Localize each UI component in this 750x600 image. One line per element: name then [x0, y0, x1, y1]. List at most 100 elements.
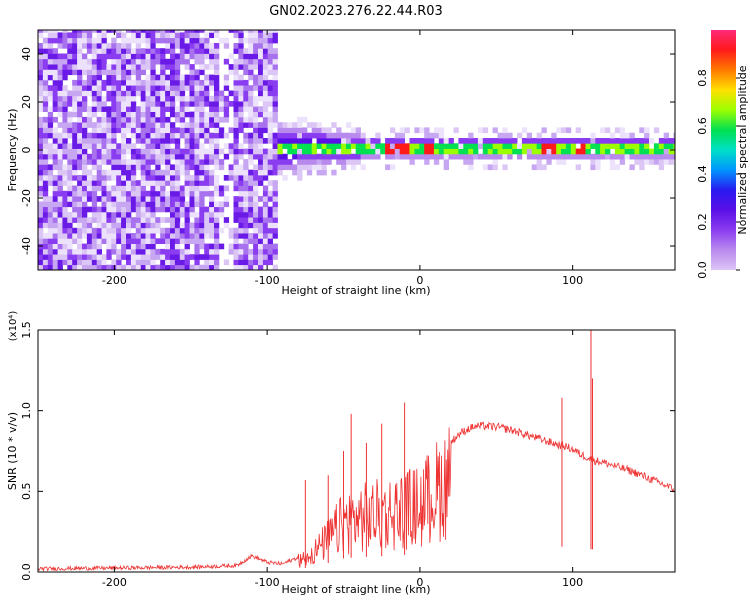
heatmap-cell [126, 201, 132, 208]
heatmap-cell [150, 74, 156, 81]
heatmap-cell [145, 153, 151, 160]
heatmap-cell [145, 48, 151, 54]
heatmap-cell [282, 132, 288, 139]
heatmap-cell [531, 164, 537, 171]
heatmap-cell [170, 122, 176, 128]
heatmap-cell [243, 30, 249, 33]
heatmap-cell [272, 95, 278, 102]
heatmap-cell [62, 143, 68, 149]
heatmap-cell [497, 143, 503, 149]
heatmap-cell [42, 222, 49, 229]
heatmap-cell [595, 153, 601, 160]
heatmap-cell [160, 53, 166, 60]
heatmap-cell [326, 153, 332, 160]
heatmap-cell [390, 127, 396, 134]
heatmap-cell [140, 90, 146, 97]
heatmap-cell [243, 148, 249, 155]
heatmap-cell [233, 111, 239, 118]
heatmap-cell [331, 122, 337, 128]
heatmap-cell [135, 164, 142, 171]
heatmap-cell [47, 143, 54, 149]
heatmap-cell [243, 248, 249, 255]
heatmap-cell [170, 243, 176, 250]
heatmap-cell [287, 159, 293, 165]
heatmap-cell [126, 169, 132, 176]
heatmap-cell [218, 116, 225, 123]
heatmap-cell [160, 201, 166, 208]
spectrogram-y-label: Frequency (Hz) [6, 109, 19, 192]
heatmap-cell [209, 79, 215, 86]
heatmap-cell [52, 32, 58, 39]
heatmap-cell [575, 138, 581, 144]
heatmap-cell [126, 30, 132, 33]
heatmap-cell [492, 148, 498, 155]
heatmap-cell [121, 164, 127, 171]
heatmap-cell [292, 148, 298, 155]
heatmap-cell [96, 227, 102, 234]
heatmap-cell [184, 233, 190, 239]
heatmap-cell [91, 69, 98, 76]
heatmap-cell [160, 30, 166, 33]
heatmap-cell [458, 148, 464, 155]
heatmap-cell [350, 132, 357, 139]
heatmap-cell [62, 254, 68, 260]
heatmap-cell [179, 159, 186, 165]
heatmap-cell [565, 138, 572, 144]
heatmap-cell [209, 106, 215, 112]
heatmap-cell [233, 132, 239, 139]
heatmap-cell [199, 227, 205, 234]
heatmap-cell [121, 254, 127, 260]
heatmap-cell [155, 106, 161, 112]
snr-x-ticks: -200 -100 0 100 [102, 330, 583, 589]
heatmap-cell [170, 190, 176, 197]
heatmap-cell [111, 90, 117, 97]
heatmap-cell [106, 248, 112, 255]
heatmap-cell [77, 116, 83, 123]
heatmap-cell [140, 243, 146, 250]
heatmap-cell [121, 101, 127, 107]
heatmap-cell [233, 153, 239, 160]
heatmap-cell [145, 32, 151, 39]
heatmap-cell [194, 43, 200, 49]
heatmap-cell [189, 196, 195, 202]
heatmap-cell [155, 122, 161, 128]
heatmap-cell [96, 148, 102, 155]
heatmap-cell [223, 79, 230, 86]
heatmap-cell [262, 185, 269, 192]
heatmap-cell [101, 222, 107, 229]
heatmap-cell [67, 222, 73, 229]
heatmap-cell [126, 74, 132, 81]
heatmap-cell [165, 37, 171, 44]
heatmap-cell [517, 132, 523, 139]
heatmap-cell [106, 53, 112, 60]
heatmap-cell [282, 175, 288, 181]
heatmap-cell [101, 254, 107, 260]
heatmap-cell [140, 159, 146, 165]
heatmap-cell [658, 159, 665, 165]
heatmap-cell [174, 153, 181, 160]
heatmap-cell [111, 116, 117, 123]
heatmap-cell [243, 264, 249, 270]
heatmap-cell [38, 69, 44, 76]
heatmap-cell [267, 122, 273, 128]
heatmap-cell [653, 143, 660, 149]
heatmap-cell [62, 238, 68, 244]
heatmap-cell [253, 79, 259, 86]
heatmap-cell [306, 169, 313, 176]
heatmap-cell [91, 227, 98, 234]
heatmap-cell [67, 169, 73, 176]
heatmap-cell [248, 238, 254, 244]
heatmap-cell [57, 138, 63, 144]
heatmap-cell [57, 185, 63, 192]
heatmap-cell [91, 259, 98, 266]
heatmap-cell [541, 164, 547, 171]
heatmap-cell [57, 248, 63, 255]
heatmap-cell [170, 175, 176, 181]
heatmap-cell [145, 169, 151, 176]
heatmap-cell [595, 143, 601, 149]
heatmap-cell [375, 143, 381, 149]
heatmap-cell [194, 90, 200, 97]
snr-x-label: Height of straight line (km) [281, 583, 430, 596]
heatmap-cell [233, 127, 239, 134]
heatmap-cell [204, 79, 210, 86]
